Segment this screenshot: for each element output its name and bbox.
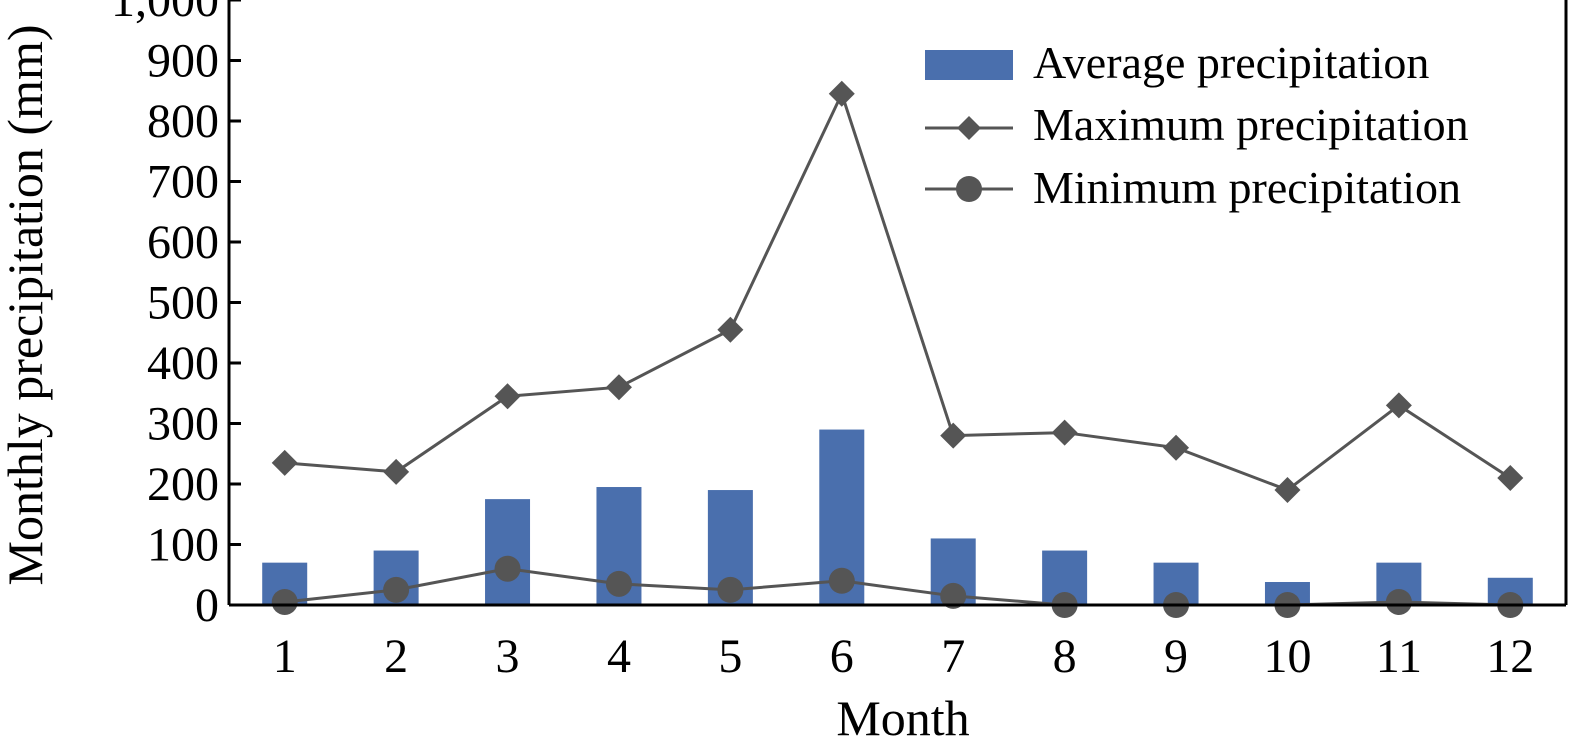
y-tick-label: 300 (147, 398, 219, 451)
x-tick-label: 10 (1263, 630, 1311, 683)
legend: Average precipitation Maximum precipitat… (925, 37, 1469, 213)
point-maximum-month-4 (605, 374, 632, 401)
y-tick-label: 600 (147, 216, 219, 269)
point-maximum-month-11 (1385, 392, 1412, 419)
x-tick-label: 3 (496, 630, 520, 683)
x-tick-label: 1 (273, 630, 297, 683)
y-tick-label: 700 (147, 156, 219, 209)
line-maximum (284, 89, 1512, 492)
legend-marker-maximum (957, 116, 981, 140)
y-tick-label: 1,000 (111, 0, 219, 27)
x-tick-label: 8 (1053, 630, 1077, 683)
x-tick-label: 6 (830, 630, 854, 683)
x-tick-label: 5 (718, 630, 742, 683)
axes-layer (227, 0, 1568, 607)
point-minimum-month-7 (940, 582, 967, 609)
point-maximum-month-8 (1051, 419, 1078, 446)
legend-label-maximum: Maximum precipitation (1033, 99, 1469, 150)
x-tick-label: 4 (607, 630, 631, 683)
legend-label-minimum: Minimum precipitation (1033, 162, 1461, 213)
point-maximum-month-7 (940, 422, 967, 449)
point-minimum-month-2 (383, 576, 410, 603)
legend-marker-minimum (956, 176, 982, 202)
legend-swatch-average (925, 50, 1013, 80)
x-tick-label: 11 (1376, 630, 1422, 683)
point-minimum-month-1 (271, 588, 298, 615)
x-tick-label: 2 (384, 630, 408, 683)
point-minimum-month-11 (1385, 588, 1412, 615)
bar-average-month-3 (485, 499, 531, 605)
x-ticks-layer: 1 2 3 4 5 6 7 8 9 10 11 12 (273, 630, 1535, 683)
point-maximum-month-2 (383, 458, 410, 485)
point-maximum-month-5 (717, 316, 744, 343)
y-tick-label: 400 (147, 337, 219, 390)
y-axis-title: Monthly precipitation (mm) (0, 24, 53, 585)
legend-label-average: Average precipitation (1033, 37, 1429, 88)
point-minimum-month-6 (828, 567, 855, 594)
y-tick-label: 500 (147, 277, 219, 330)
point-minimum-month-5 (717, 576, 744, 603)
point-maximum-month-9 (1163, 434, 1190, 461)
point-maximum-month-6 (828, 80, 855, 107)
y-tick-label: 900 (147, 35, 219, 88)
y-tick-label: 100 (147, 519, 219, 572)
point-minimum-month-4 (605, 570, 632, 597)
point-maximum-month-1 (271, 449, 298, 476)
x-tick-label: 12 (1486, 630, 1534, 683)
line-minimum (284, 567, 1511, 607)
y-tick-label: 0 (195, 579, 219, 632)
x-tick-label: 9 (1164, 630, 1188, 683)
point-maximum-month-12 (1497, 464, 1524, 491)
point-maximum-month-10 (1274, 477, 1301, 504)
y-tick-label: 200 (147, 458, 219, 511)
y-ticks-layer: 0 100 200 300 400 500 600 700 800 900 1,000 (111, 0, 241, 632)
x-tick-label: 7 (941, 630, 965, 683)
point-maximum-month-3 (494, 383, 521, 410)
point-minimum-month-3 (494, 555, 521, 582)
y-tick-label: 800 (147, 95, 219, 148)
x-axis-title: Month (836, 690, 969, 742)
